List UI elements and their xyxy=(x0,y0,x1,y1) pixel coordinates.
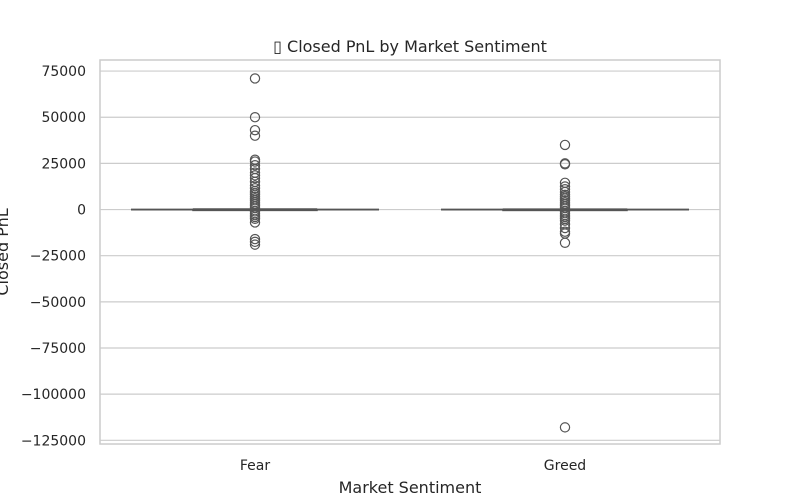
box-group-fear xyxy=(131,73,379,250)
y-tick-label: 0 xyxy=(77,203,86,219)
outlier-point xyxy=(559,222,571,234)
outlier-point xyxy=(249,170,261,181)
outlier-point xyxy=(559,139,571,151)
outlier-point xyxy=(249,112,261,123)
y-axis-title: Closed PnL xyxy=(0,208,12,295)
y-tick-label: −50000 xyxy=(30,295,86,311)
y-tick-label: 50000 xyxy=(41,110,86,126)
outlier-point xyxy=(249,217,261,228)
x-tick-label: Fear xyxy=(240,458,270,474)
y-tick-label: 75000 xyxy=(41,64,86,80)
grid-lines xyxy=(100,70,720,441)
outlier-point xyxy=(249,124,261,136)
outlier-point xyxy=(249,156,261,167)
outlier-point xyxy=(559,159,571,170)
outlier-point xyxy=(249,213,261,224)
y-tick-label: 25000 xyxy=(41,156,86,172)
outlier-point xyxy=(559,237,571,248)
chart-title: ▯ Closed PnL by Market Sentiment xyxy=(273,37,547,56)
x-axis-title: Market Sentiment xyxy=(339,478,482,497)
plot-area xyxy=(99,59,721,445)
outlier-point xyxy=(559,186,571,198)
y-tick-label: −75000 xyxy=(30,341,86,357)
outlier-point xyxy=(249,236,261,248)
outlier-point xyxy=(249,172,261,184)
outlier-point xyxy=(249,239,261,250)
y-tick-label: −100000 xyxy=(21,387,86,403)
y-axis-ticks: 75000 50000 25000 0 −25000 −50000 −75000 −10000… xyxy=(21,64,86,449)
outlier-point xyxy=(249,73,261,84)
outlier-point xyxy=(249,160,261,171)
outlier-point xyxy=(559,215,571,226)
box-group-greed xyxy=(441,139,689,433)
boxes xyxy=(131,73,689,433)
outlier-point xyxy=(249,183,261,194)
x-tick-label: Greed xyxy=(544,458,586,474)
x-axis-ticks: Fear Greed xyxy=(240,458,586,474)
outlier-point xyxy=(249,130,261,141)
outlier-point xyxy=(559,422,571,433)
y-tick-label: −125000 xyxy=(21,433,86,449)
outlier-point xyxy=(249,233,261,245)
outlier-point xyxy=(559,181,571,192)
y-tick-label: −25000 xyxy=(30,249,86,265)
